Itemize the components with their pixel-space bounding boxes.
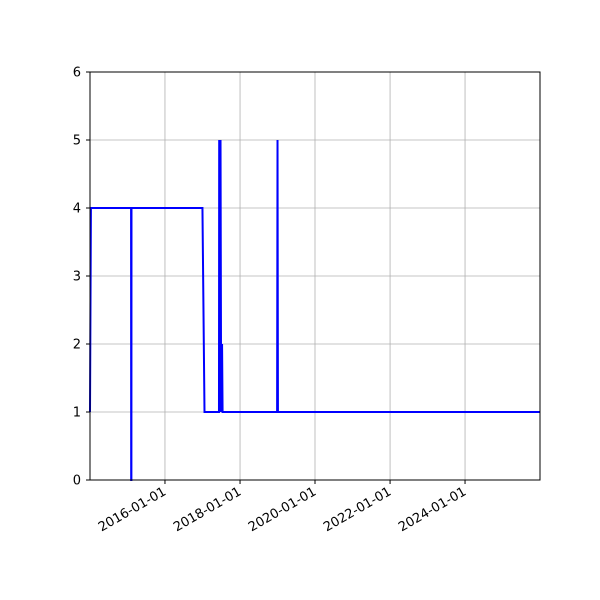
y-tick-label: 3	[73, 270, 81, 285]
y-tick-label: 5	[73, 134, 81, 149]
y-tick-label: 1	[73, 406, 81, 421]
y-axis: 0 1 2 3 4 5 6	[73, 66, 90, 489]
y-tick-label: 6	[73, 66, 81, 81]
y-tick-label: 2	[73, 338, 81, 353]
y-tick-label: 0	[73, 474, 81, 489]
y-tick-label: 4	[73, 202, 81, 217]
